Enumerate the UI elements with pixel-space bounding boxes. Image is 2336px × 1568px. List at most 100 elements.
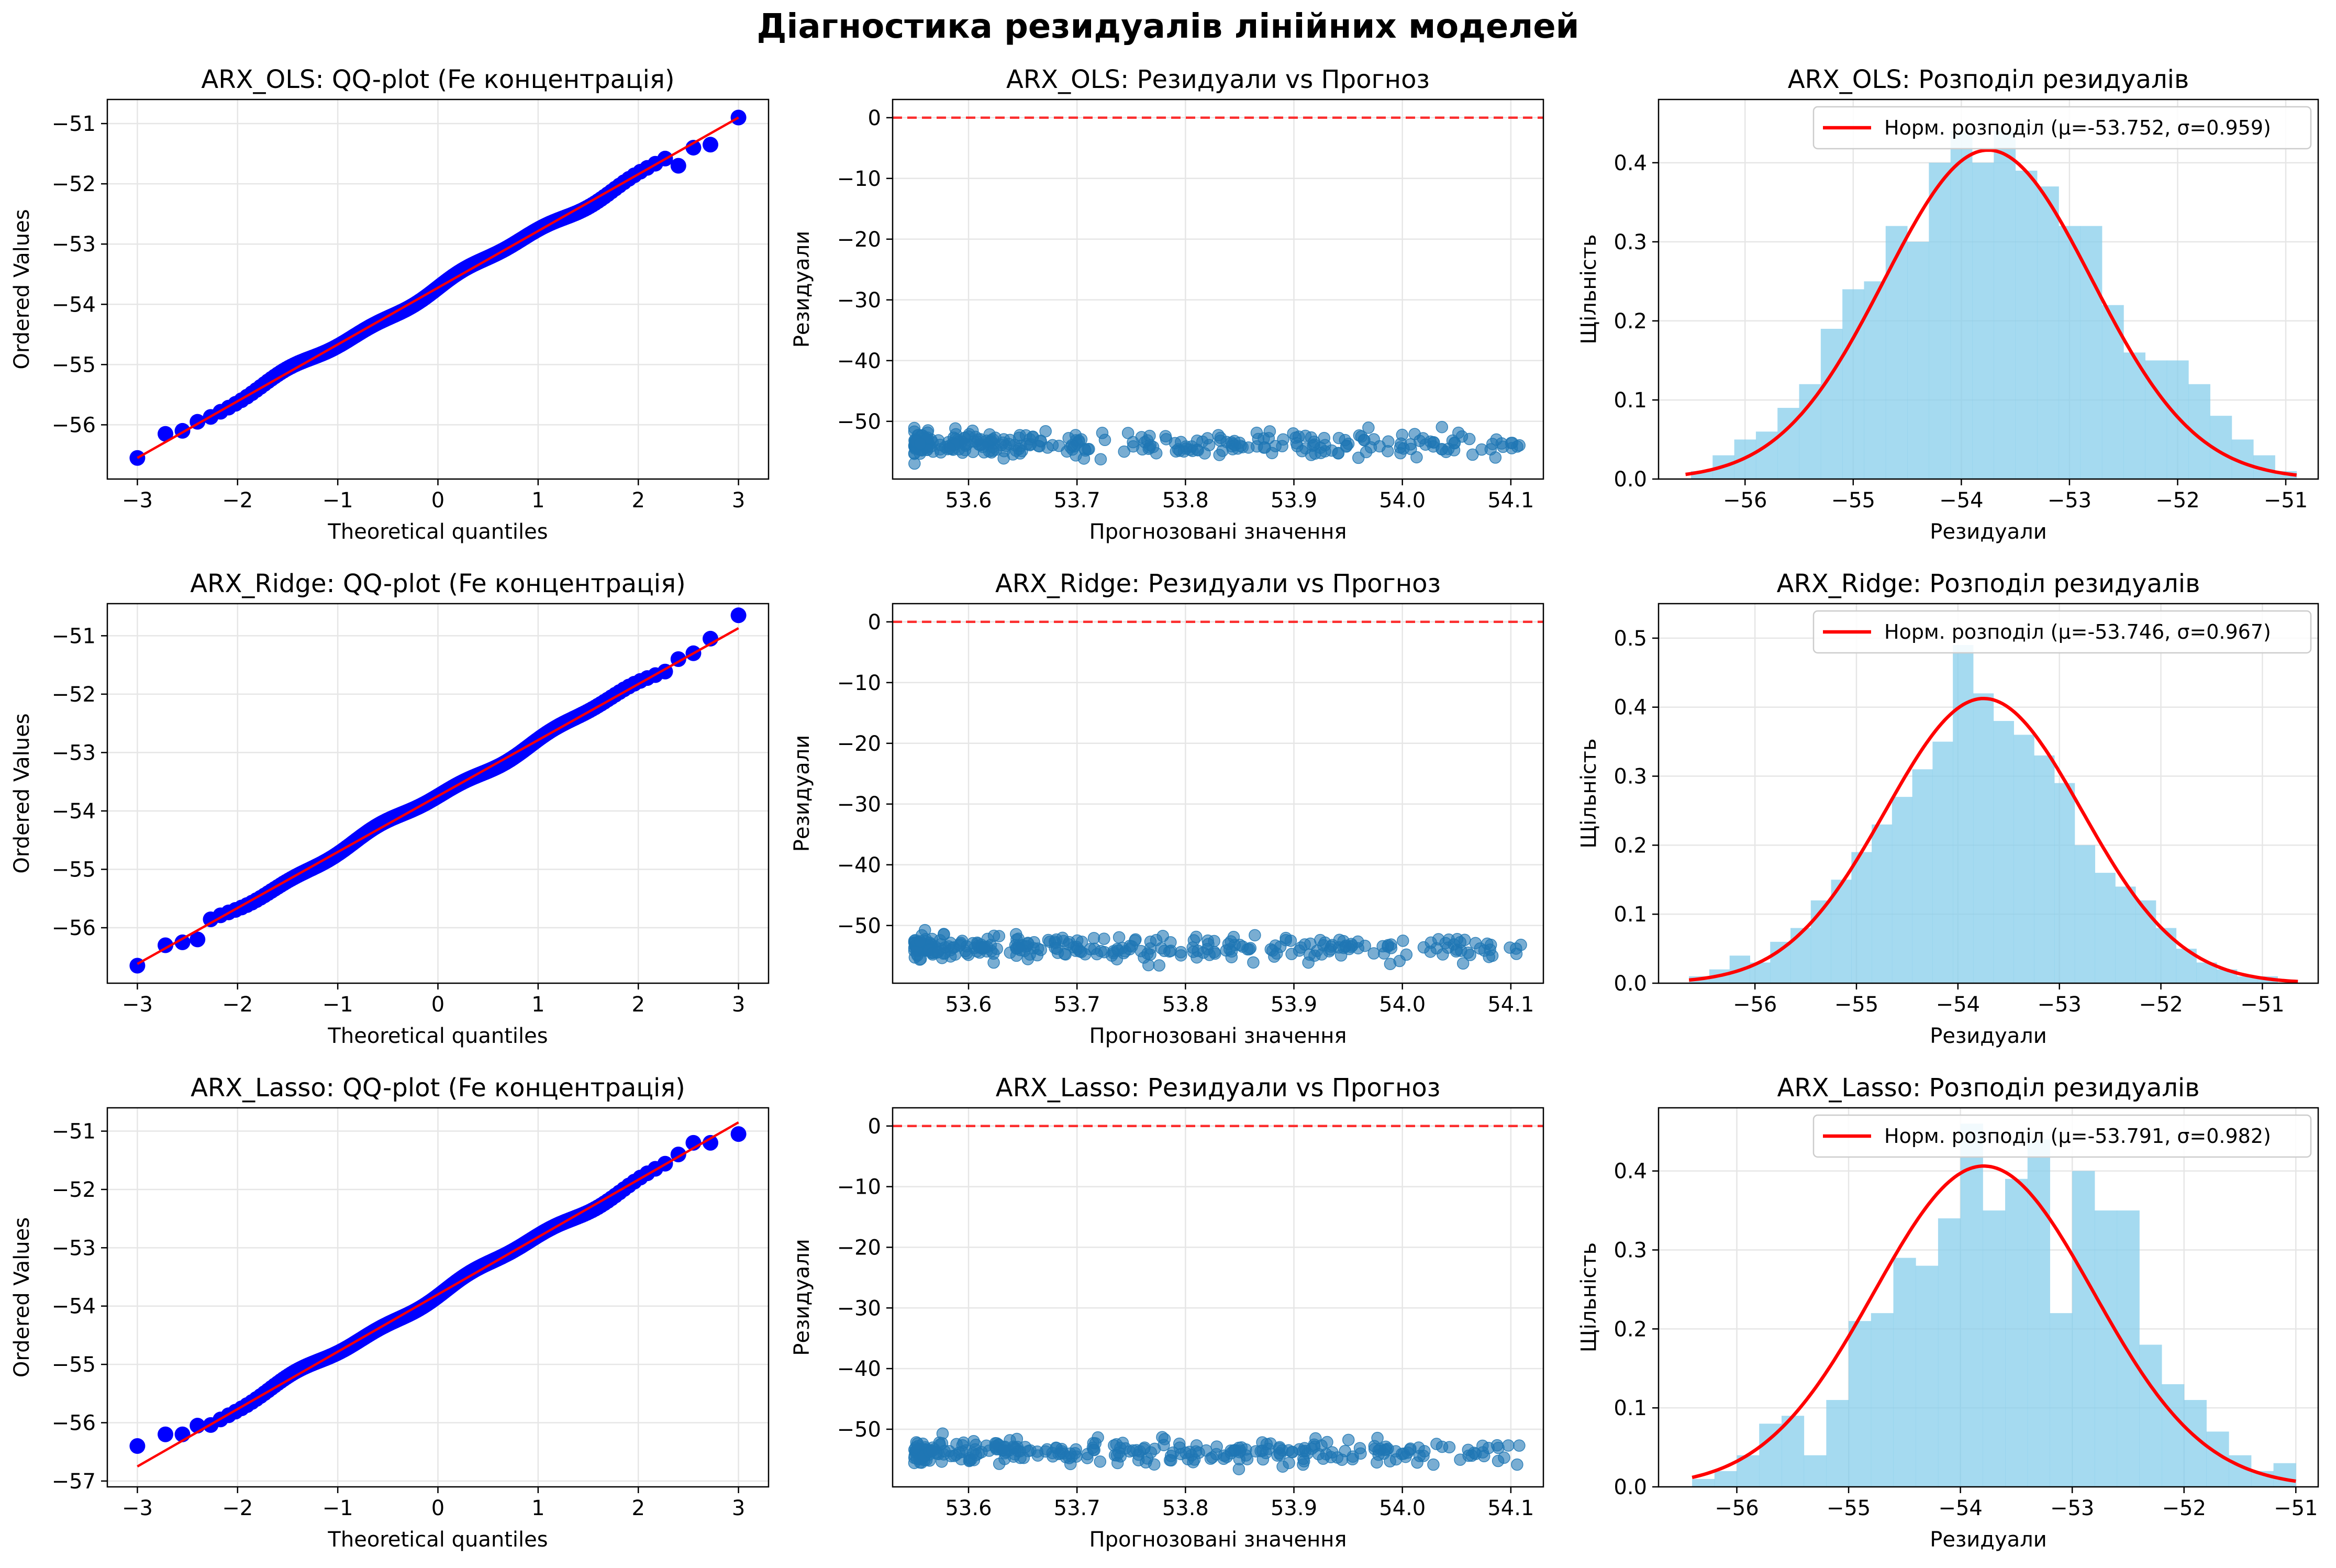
axes-frame — [1658, 98, 2319, 480]
legend-box — [1812, 1114, 2312, 1158]
x-tick-label: −55 — [1834, 993, 1878, 1017]
y-axis: −56 −55 −54 −53 −52 −51 — [52, 112, 107, 437]
residual-point — [914, 935, 927, 948]
residual-point — [1225, 1444, 1237, 1457]
histogram-bar — [2115, 886, 2136, 983]
subplot-title: ARX_Lasso: Резидуали vs Прогноз — [996, 1073, 1440, 1103]
x-axis: 53.6 53.7 53.8 53.9 54.0 54.1 — [945, 479, 1534, 513]
residual-point — [1283, 1456, 1295, 1470]
residual-point — [1342, 1433, 1355, 1447]
residual-point — [1324, 943, 1337, 956]
residual-point — [1290, 437, 1303, 450]
x-axis: −56 −55 −54 −53 −52 −51 — [1723, 479, 2308, 513]
residual-point — [1052, 439, 1065, 452]
residual-point — [998, 1452, 1011, 1465]
histogram-bar — [1872, 824, 1893, 983]
subplot-3: Норм. розподіл (μ=-53.752, σ=0.959)−56 −5… — [1577, 65, 2319, 544]
residual-point — [1285, 948, 1298, 960]
histogram-bars — [1692, 1124, 2296, 1487]
residual-point — [1417, 1450, 1430, 1462]
y-tick-label: −51 — [52, 624, 96, 648]
histogram-bar — [2037, 186, 2059, 479]
residual-point — [966, 446, 980, 458]
plot-area — [893, 620, 1543, 972]
y-tick-label: 0.0 — [1614, 972, 1647, 996]
residual-point — [1380, 1440, 1392, 1453]
histogram-bar — [2273, 1463, 2296, 1487]
grid-lines — [107, 1108, 769, 1487]
residual-point — [987, 956, 1000, 969]
residual-point — [1141, 947, 1154, 960]
y-tick-label: 0.3 — [1614, 230, 1647, 254]
x-tick-label: −51 — [2264, 488, 2308, 513]
y-axis-label: Резидуали — [790, 231, 814, 348]
y-axis: 0 −10 −20 −30 −40 −50 — [837, 1115, 893, 1442]
plot-area — [129, 109, 747, 466]
residual-point — [1210, 1448, 1223, 1461]
subplot-title: ARX_Ridge: Розподіл резидуалів — [1777, 569, 2200, 598]
residual-point — [1132, 1448, 1145, 1461]
residual-point — [1362, 421, 1375, 434]
y-tick-label: 0 — [868, 610, 881, 635]
residual-point — [1513, 1439, 1526, 1452]
y-tick-label: −55 — [52, 1353, 96, 1377]
y-tick-label: −20 — [837, 1236, 881, 1260]
y-axis-label: Резидуали — [790, 1239, 814, 1355]
x-tick-label: −1 — [322, 488, 353, 513]
x-tick-label: 2 — [632, 1496, 645, 1520]
histogram-bar — [2094, 1210, 2118, 1487]
residual-point — [1456, 957, 1470, 970]
residual-point — [914, 437, 927, 450]
histogram-bar — [2155, 928, 2177, 983]
x-axis: 53.6 53.7 53.8 53.9 54.0 54.1 — [945, 983, 1534, 1017]
x-tick-label: 3 — [732, 993, 745, 1017]
axes-frame — [892, 603, 1544, 984]
legend-box — [1812, 610, 2312, 654]
residual-point — [1258, 441, 1271, 454]
residual-point — [1367, 433, 1380, 446]
residual-point — [1083, 443, 1095, 455]
residual-point — [1091, 948, 1103, 961]
residual-point — [1250, 426, 1263, 439]
subplot-5: 53.6 53.7 53.8 53.9 54.0 54.1 0 −10 −20 −30 −40 −50… — [790, 569, 1544, 1048]
residual-point — [1256, 1444, 1269, 1457]
y-tick-label: 0.3 — [1614, 765, 1647, 789]
y-tick-label: 0.2 — [1614, 1317, 1647, 1341]
x-tick-label: 54.1 — [1487, 488, 1534, 513]
y-tick-label: 0.4 — [1614, 696, 1647, 720]
residual-point — [967, 1434, 980, 1448]
qq-reference-line — [137, 627, 739, 965]
legend-label: Норм. розподіл (μ=-53.791, σ=0.982) — [1884, 1125, 2271, 1148]
y-tick-label: −52 — [52, 1178, 96, 1202]
residual-point — [1105, 949, 1118, 962]
y-tick-label: −30 — [837, 793, 881, 817]
plot-area — [1688, 645, 2298, 983]
qq-point — [190, 931, 206, 948]
x-tick-label: −56 — [1733, 993, 1777, 1017]
subplot-2: 53.6 53.7 53.8 53.9 54.0 54.1 0 −10 −20 −30 −40 −50… — [790, 65, 1544, 544]
residual-point — [1490, 433, 1503, 446]
residual-point — [972, 433, 985, 446]
x-tick-label: 2 — [632, 488, 645, 513]
x-tick-label: −3 — [122, 1496, 153, 1520]
x-axis-label: Прогнозовані значення — [1089, 520, 1347, 544]
histogram-bar — [1820, 329, 1843, 479]
x-tick-label: 53.8 — [1162, 993, 1209, 1017]
residual-point — [1394, 447, 1407, 460]
residual-point — [1184, 443, 1196, 456]
x-tick-label: 54.0 — [1379, 993, 1426, 1017]
residual-point — [1232, 1463, 1245, 1475]
residual-point — [1475, 443, 1488, 456]
x-tick-label: −52 — [2155, 488, 2199, 513]
legend-box — [1812, 106, 2312, 150]
x-axis: −3 −2 −1 0 1 2 3 — [122, 1487, 745, 1520]
residual-point — [1484, 939, 1497, 951]
y-axis: −56 −55 −54 −53 −52 −51 — [52, 624, 107, 940]
residual-point — [1186, 941, 1199, 954]
qq-point — [730, 1126, 747, 1142]
residual-point — [908, 951, 921, 964]
residual-point — [949, 422, 962, 435]
histogram-bar — [1950, 131, 1973, 479]
x-tick-label: 53.7 — [1054, 993, 1100, 1017]
legend-label: Норм. розподіл (μ=-53.752, σ=0.959) — [1884, 116, 2271, 139]
